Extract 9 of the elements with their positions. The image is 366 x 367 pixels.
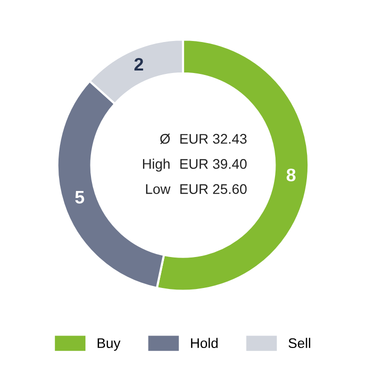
data-label: 2 [134, 58, 144, 71]
legend-label: Sell [288, 338, 310, 348]
data-label: 8 [286, 168, 296, 182]
text: High EUR 39.40 [143, 158, 247, 172]
data-label: 5 [75, 190, 84, 204]
legend-label: Buy [98, 338, 120, 351]
text: Ø EUR 32.43 [160, 134, 247, 144]
legend-label: Hold [191, 338, 218, 348]
text: Low EUR 25.60 [146, 184, 247, 194]
